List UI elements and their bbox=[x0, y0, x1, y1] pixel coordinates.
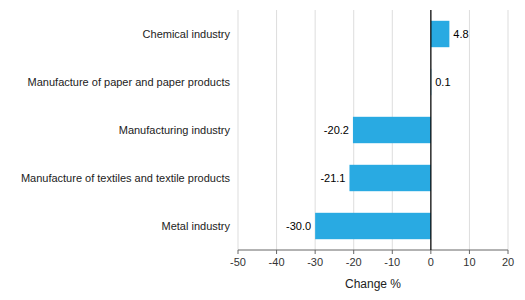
bar bbox=[353, 117, 431, 143]
x-axis-line bbox=[238, 250, 508, 251]
data-label: -30.0 bbox=[286, 220, 311, 232]
tick-label: 10 bbox=[463, 256, 475, 268]
category-label: Manufacture of paper and paper products bbox=[28, 76, 231, 88]
category-label: Manufacture of textiles and textile prod… bbox=[21, 172, 231, 184]
tick-mark bbox=[430, 250, 431, 254]
tick-label: -40 bbox=[269, 256, 285, 268]
tick-mark bbox=[276, 250, 277, 254]
data-label: -21.1 bbox=[320, 172, 345, 184]
tick-mark bbox=[392, 250, 393, 254]
y-axis: Metal industry Manufacture of textiles an… bbox=[21, 28, 231, 232]
x-axis: -50 -40 -30 -20 -10 0 10 20 bbox=[230, 250, 514, 268]
grid-line bbox=[276, 10, 277, 250]
tick-label: -20 bbox=[346, 256, 362, 268]
data-labels: -30.0 -21.1 -20.2 0.1 4.8 bbox=[286, 28, 469, 232]
grid bbox=[238, 10, 508, 250]
data-label: 0.1 bbox=[435, 76, 450, 88]
tick-mark bbox=[238, 250, 239, 254]
tick-mark bbox=[315, 250, 316, 254]
tick-label: -10 bbox=[384, 256, 400, 268]
tick-mark bbox=[469, 250, 470, 254]
grid-line bbox=[430, 10, 431, 250]
grid-line bbox=[508, 10, 509, 250]
zero-line bbox=[430, 10, 431, 250]
tick-mark bbox=[353, 250, 354, 254]
category-label: Chemical industry bbox=[143, 28, 231, 40]
tick-label: -30 bbox=[307, 256, 323, 268]
category-label: Metal industry bbox=[162, 220, 231, 232]
data-label: -20.2 bbox=[324, 124, 349, 136]
tick-label: 20 bbox=[502, 256, 514, 268]
tick-label: 0 bbox=[428, 256, 434, 268]
grid-line bbox=[469, 10, 470, 250]
bar bbox=[315, 213, 431, 239]
chart: -50 -40 -30 -20 -10 0 10 20 Change % Metal indust… bbox=[0, 0, 525, 300]
bars bbox=[315, 21, 449, 239]
category-label: Manufacturing industry bbox=[119, 124, 231, 136]
tick-label: -50 bbox=[230, 256, 246, 268]
tick-mark bbox=[508, 250, 509, 254]
x-axis-label: Change % bbox=[345, 277, 401, 291]
grid-line bbox=[238, 10, 239, 250]
bar bbox=[431, 21, 450, 47]
chart-container: -50 -40 -30 -20 -10 0 10 20 Change % Metal indust… bbox=[0, 0, 525, 300]
bar bbox=[349, 165, 430, 191]
data-label: 4.8 bbox=[453, 28, 468, 40]
